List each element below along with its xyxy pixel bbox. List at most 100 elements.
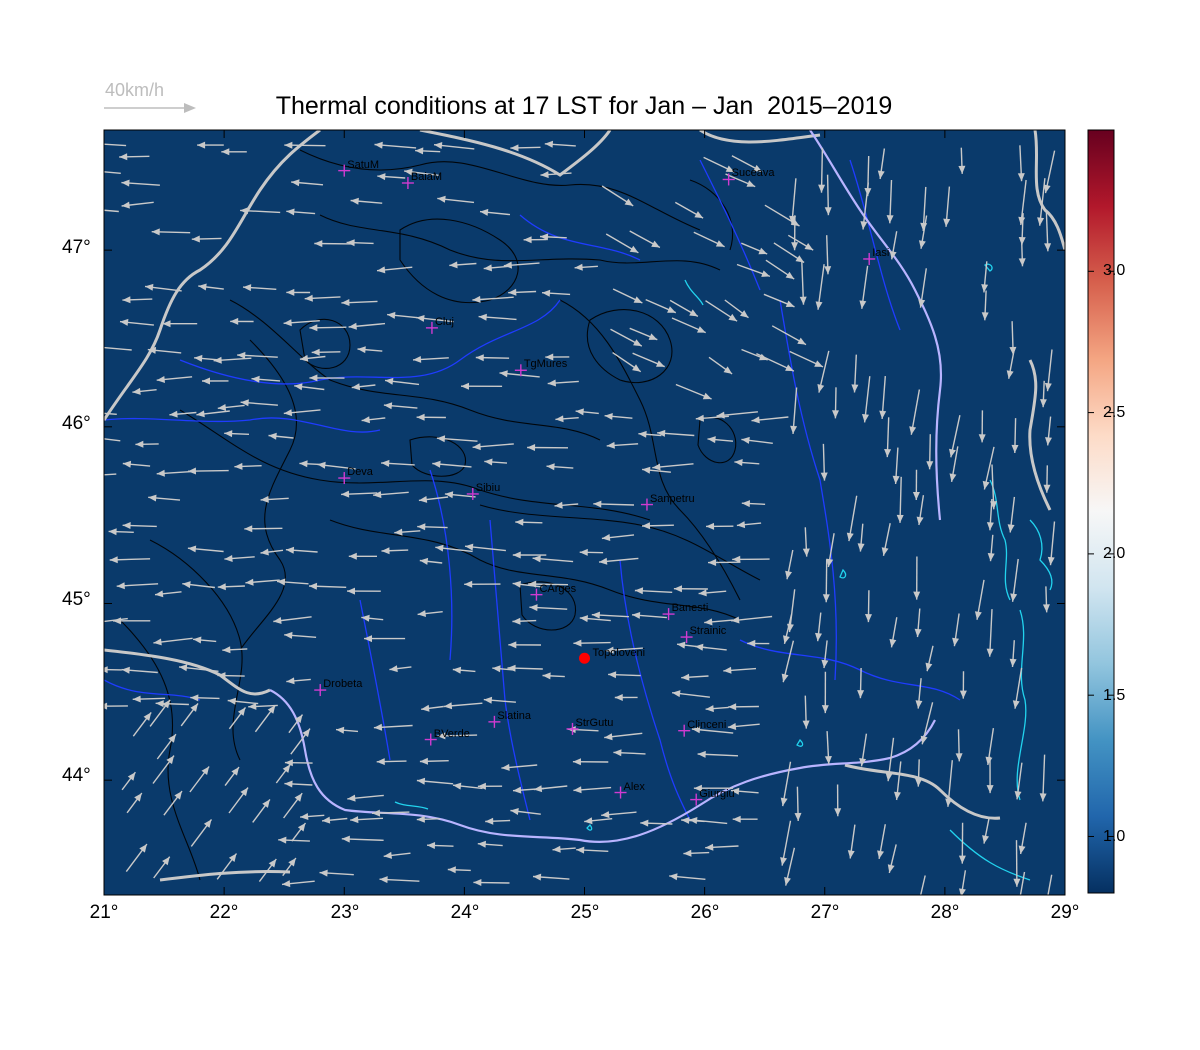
- wind-arrow: [153, 856, 171, 879]
- city-marker: [488, 715, 501, 728]
- wind-arrow: [1045, 416, 1052, 446]
- wind-arrow: [510, 144, 541, 152]
- wind-arrow: [584, 817, 613, 825]
- wind-arrow: [640, 819, 673, 827]
- wind-arrow: [716, 411, 758, 419]
- wind-arrow: [734, 459, 760, 466]
- wind-arrow: [958, 822, 966, 864]
- wind-arrow: [894, 761, 902, 801]
- wind-arrow: [299, 354, 326, 362]
- wind-arrow: [291, 179, 324, 187]
- wind-arrow: [1011, 418, 1019, 454]
- wind-arrow: [190, 818, 213, 847]
- wind-arrow: [912, 469, 920, 501]
- city-marker: [680, 631, 693, 644]
- wind-arrow: [747, 639, 770, 647]
- wind-arrow: [154, 590, 182, 598]
- wind-arrow: [955, 729, 963, 762]
- wind-arrow: [673, 585, 708, 593]
- wind-arrow: [987, 534, 995, 562]
- city-label: Cluj: [434, 315, 454, 328]
- wind-arrow: [197, 141, 224, 149]
- wind-arrow: [268, 432, 294, 440]
- wind-arrow: [384, 377, 420, 386]
- wind-arrow: [512, 551, 547, 559]
- wind-arrow: [608, 671, 641, 679]
- wind-arrow: [986, 756, 994, 794]
- wind-arrow: [347, 794, 384, 802]
- wind-arrow: [222, 646, 248, 654]
- city-label: SatuM: [347, 158, 380, 171]
- city-marker: [662, 608, 675, 621]
- wind-arrow: [217, 672, 245, 680]
- wind-arrow: [731, 155, 763, 173]
- wind-arrow: [227, 697, 259, 705]
- colorbar-tick-3-0: 3.0: [1103, 262, 1126, 279]
- wind-arrow: [132, 387, 157, 395]
- city-marker: [614, 786, 627, 799]
- wind-arrow: [283, 792, 303, 819]
- wind-arrow: [163, 790, 183, 816]
- wind-arrow: [419, 557, 443, 565]
- wind-arrow: [1042, 586, 1050, 613]
- wind-arrow: [436, 435, 478, 443]
- wind-arrow: [705, 522, 734, 530]
- x-tick-29: 29°: [1050, 902, 1080, 923]
- wind-arrow: [693, 784, 734, 792]
- colorbar-tick-1-5: 1.5: [1103, 687, 1126, 704]
- city-marker: [566, 722, 579, 735]
- wind-arrow: [155, 700, 189, 708]
- wind-arrow: [555, 415, 579, 423]
- x-tick-25: 25°: [570, 902, 600, 923]
- wind-arrow: [542, 672, 565, 680]
- wind-arrow: [444, 491, 476, 499]
- wind-arrow: [357, 346, 383, 354]
- city-label: Banesti: [671, 602, 709, 615]
- wind-arrow: [479, 208, 511, 216]
- city-label: CArges: [539, 582, 577, 595]
- y-tick-44: 44°: [62, 765, 91, 786]
- wind-arrow: [657, 429, 695, 437]
- wind-arrow: [508, 288, 537, 296]
- wind-arrow: [240, 399, 278, 407]
- wind-arrow: [1006, 347, 1016, 379]
- wind-arrow: [689, 817, 728, 825]
- wind-arrow: [889, 617, 898, 648]
- wind-arrow: [730, 787, 759, 795]
- wind-arrow: [109, 556, 151, 564]
- wind-arrow: [122, 296, 153, 304]
- wind-arrow: [244, 525, 283, 533]
- wind-arrow: [112, 617, 151, 625]
- wind-arrow: [527, 444, 569, 451]
- wind-arrow: [230, 317, 254, 325]
- wind-arrow: [285, 546, 318, 554]
- wind-arrow: [240, 207, 281, 215]
- wind-arrow: [304, 294, 341, 302]
- map-background: [104, 130, 1065, 895]
- wind-arrow: [847, 824, 856, 859]
- wind-arrow: [1037, 178, 1046, 226]
- wind-arrow: [918, 215, 928, 249]
- city-label: Sibiu: [475, 481, 501, 494]
- wind-arrow: [756, 352, 795, 372]
- x-tick-24: 24°: [450, 902, 480, 923]
- wind-arrow: [545, 353, 570, 361]
- city-marker: [401, 177, 414, 190]
- wind-arrow: [877, 824, 886, 860]
- wind-arrow: [191, 235, 222, 243]
- wind-arrow: [986, 498, 994, 531]
- wind-arrow: [723, 666, 757, 674]
- wind-arrow: [464, 543, 506, 552]
- city-label: BaiaM: [410, 171, 443, 183]
- wind-arrow: [119, 318, 154, 326]
- wind-arrow: [387, 311, 422, 319]
- wind-arrow: [348, 322, 386, 330]
- wind-arrow: [1012, 667, 1023, 709]
- wind-arrow: [198, 283, 224, 291]
- wind-arrow: [705, 300, 738, 322]
- wind-arrow: [1019, 871, 1026, 895]
- wind-arrow: [286, 288, 311, 296]
- wind-arrow: [674, 201, 704, 219]
- city-marker: [514, 364, 527, 377]
- wind-arrow: [540, 171, 572, 179]
